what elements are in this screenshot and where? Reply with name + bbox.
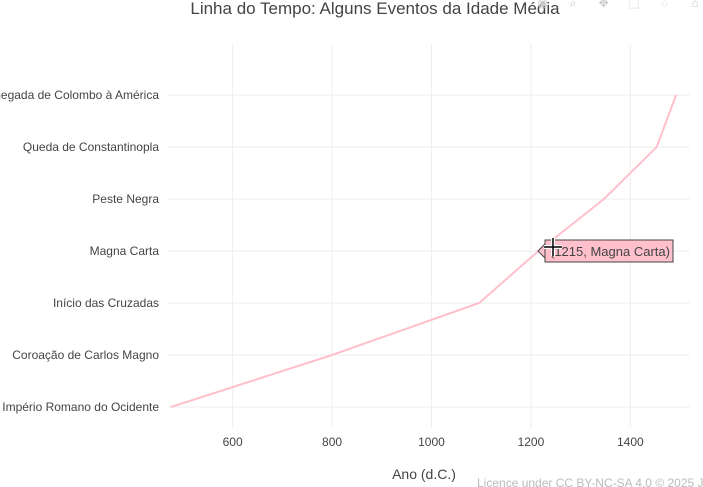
x-tick-label: 1400	[617, 435, 644, 449]
y-tick-label: Peste Negra	[92, 192, 159, 206]
tooltip-pointer	[537, 242, 546, 260]
y-axis-ticks: Queda do Império Romano do Ocidente Coroa…	[0, 88, 159, 414]
zoom-icon[interactable]: ⌕	[569, 0, 577, 10]
box-select-icon[interactable]: ⬚	[628, 0, 640, 10]
license-credit: Licence under CC BY-NC-SA 4.0 © 2025 J	[477, 476, 703, 487]
tooltip-label: (1215, Magna Carta)	[550, 244, 670, 259]
grid-lines	[168, 44, 690, 428]
y-tick-label: Magna Carta	[90, 244, 160, 258]
y-tick-label: Início das Cruzadas	[53, 296, 159, 310]
x-axis-label: Ano (d.C.)	[392, 466, 456, 482]
pan-icon[interactable]: ✥	[598, 0, 609, 10]
x-tick-label: 1200	[518, 435, 545, 449]
camera-icon[interactable]: ◉	[537, 0, 548, 10]
x-tick-label: 800	[322, 435, 342, 449]
reset-icon[interactable]: ⌂	[691, 0, 699, 10]
x-axis-ticks: 600 800 1000 1200 1400	[223, 435, 644, 449]
y-tick-label: Queda de Constantinopla	[23, 140, 159, 154]
crosshair-cursor-icon	[544, 238, 562, 256]
chart-title: Linha do Tempo: Alguns Eventos da Idade …	[190, 0, 560, 18]
hover-tooltip: (1215, Magna Carta)	[537, 239, 674, 263]
lasso-icon[interactable]: ◌	[660, 0, 669, 10]
modebar: ◉ ⌕ ✥ ⬚ ◌ ⌂	[525, 0, 703, 12]
y-tick-label: Chegada de Colombo à América	[0, 88, 159, 102]
y-tick-label: Queda do Império Romano do Ocidente	[0, 400, 159, 414]
tooltip-box	[544, 239, 674, 263]
x-tick-label: 1000	[418, 435, 445, 449]
y-tick-label: Coroação de Carlos Magno	[12, 348, 159, 362]
x-tick-label: 600	[223, 435, 243, 449]
